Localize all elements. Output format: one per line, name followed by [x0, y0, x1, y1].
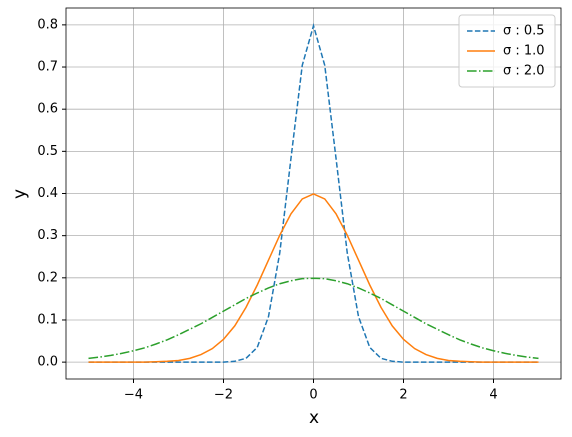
- y-tick-label: 0.7: [37, 60, 58, 75]
- y-tick-label: 0.6: [37, 102, 58, 117]
- y-tick-label: 0.3: [37, 228, 58, 243]
- y-tick-label: 0.0: [37, 355, 58, 370]
- x-tick-label: 0: [309, 388, 317, 403]
- y-tick-label: 0.1: [37, 312, 58, 327]
- plot-frame: [65, 7, 562, 380]
- legend: σ : 0.5 σ : 1.0 σ : 2.0: [458, 14, 556, 88]
- y-tick-label: 0.8: [37, 17, 58, 32]
- legend-label: σ : 2.0: [503, 64, 545, 79]
- legend-box: [458, 14, 556, 88]
- x-tick-label: 2: [399, 388, 407, 403]
- x-tick-label: −2: [214, 388, 233, 403]
- y-axis-label: y: [10, 189, 30, 199]
- x-tick-label: 4: [489, 388, 497, 403]
- series-line: [88, 193, 539, 363]
- y-tick-label: 0.4: [37, 186, 58, 201]
- legend-label: σ : 0.5: [503, 24, 545, 39]
- x-tick-label: −4: [124, 388, 143, 403]
- y-tick-label: 0.5: [37, 144, 58, 159]
- legend-label: σ : 1.0: [503, 44, 545, 59]
- series-line: [88, 277, 539, 360]
- x-axis-label: x: [309, 408, 319, 428]
- y-tick-label: 0.2: [37, 270, 58, 285]
